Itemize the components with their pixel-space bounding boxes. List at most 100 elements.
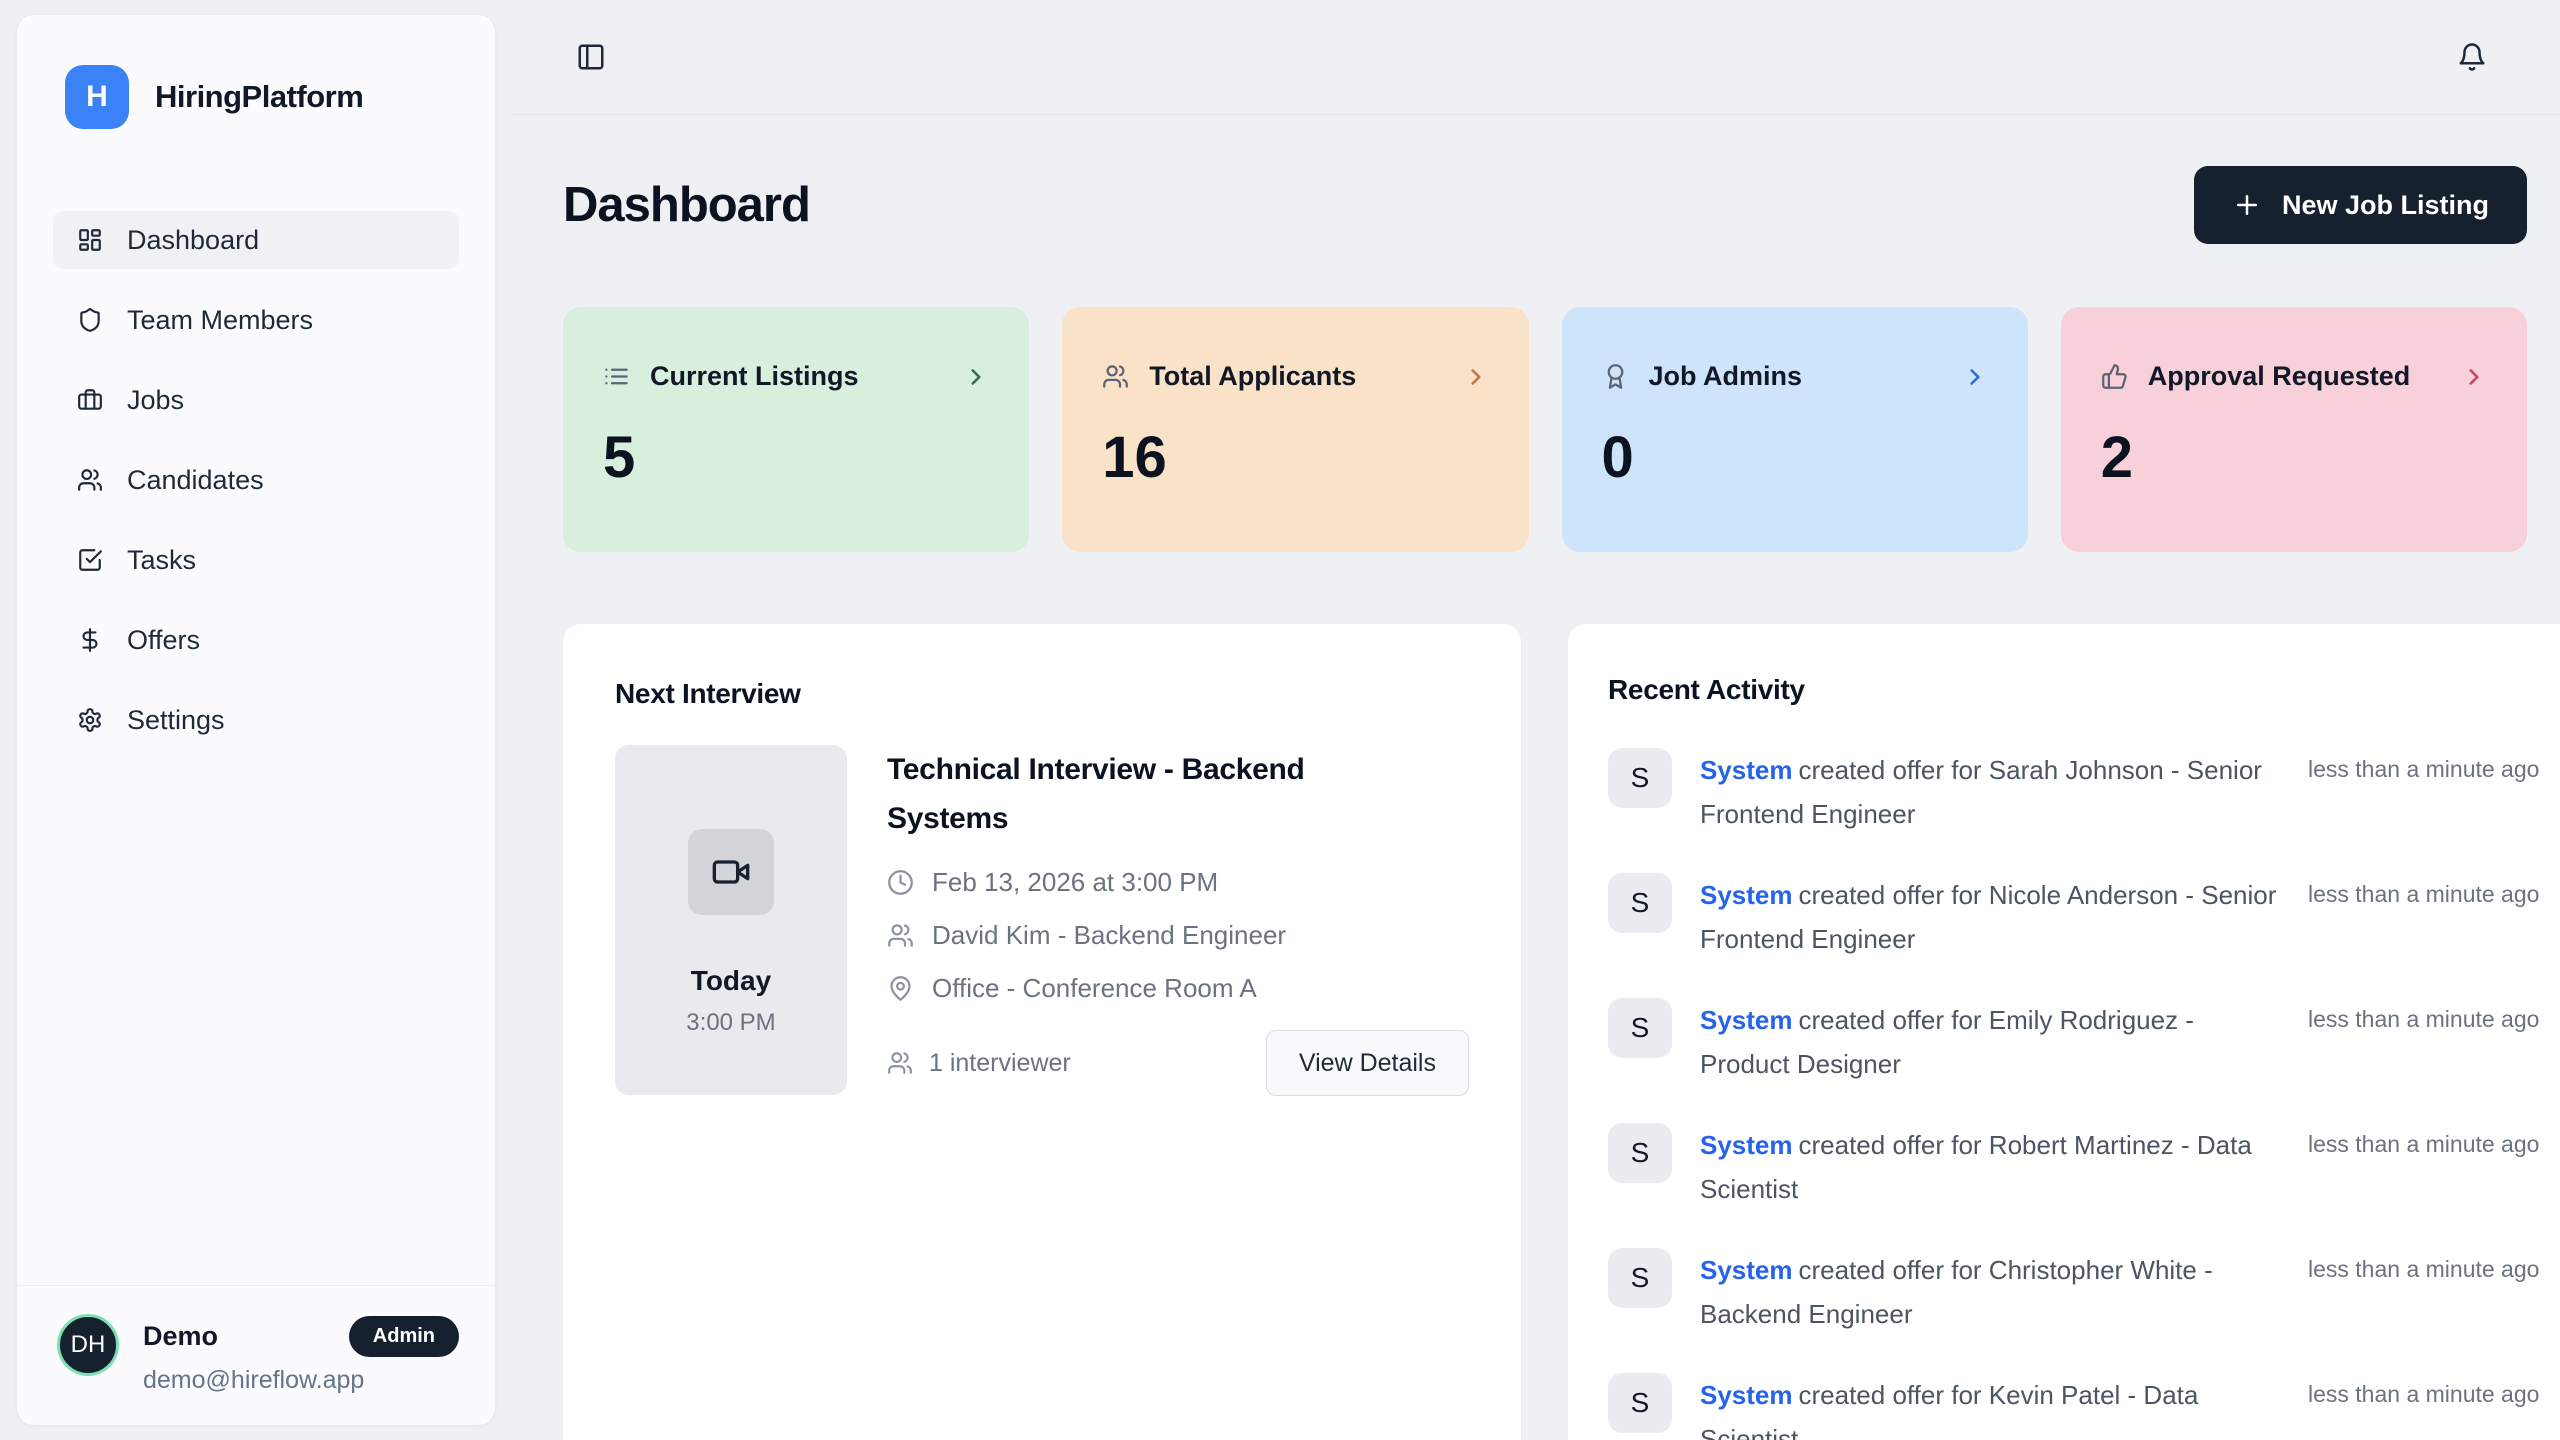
- activity-message: created offer for Kevin Patel - Data Sci…: [1700, 1380, 2199, 1440]
- activity-avatar: S: [1608, 748, 1672, 808]
- users-icon: [1102, 363, 1129, 390]
- sidebar-nav: Dashboard Team Members Jobs Candidates T…: [17, 211, 495, 771]
- interview-datetime-row: Feb 13, 2026 at 3:00 PM: [887, 867, 1469, 898]
- interview-day: Today: [690, 965, 772, 996]
- brand-logo-letter: H: [86, 80, 108, 113]
- activity-timestamp: less than a minute ago: [2308, 756, 2540, 782]
- activity-list: S System created offer for Sarah Johnson …: [1608, 748, 2539, 1440]
- activity-item: S System created offer for Christopher Wh…: [1608, 1248, 2539, 1336]
- interview-datetime: Feb 13, 2026 at 3:00 PM: [932, 867, 1219, 897]
- bell-icon[interactable]: [2457, 42, 2487, 72]
- sidebar-item-dashboard[interactable]: Dashboard: [53, 211, 459, 269]
- stat-card-current-listings[interactable]: Current Listings 5: [563, 307, 1030, 552]
- next-interview-title: Next Interview: [615, 678, 801, 709]
- user-name: Demo: [143, 1321, 219, 1351]
- interview-candidate: David Kim - Backend Engineer: [932, 920, 1287, 950]
- sidebar: H HiringPlatform Dashboard Team Members …: [16, 14, 496, 1426]
- users-icon: [887, 1050, 913, 1076]
- brand-logo: H: [65, 65, 129, 129]
- new-job-listing-button[interactable]: New Job Listing: [2193, 166, 2527, 244]
- activity-item: S System created offer for Nicole Anderso…: [1608, 873, 2539, 961]
- activity-avatar: S: [1608, 873, 1672, 933]
- recent-activity-panel: Recent Activity S System created offer fo…: [1568, 624, 2560, 1440]
- activity-item: S System created offer for Sarah Johnson …: [1608, 748, 2539, 836]
- user-info: Demo Admin demo@hireflow.app: [143, 1314, 459, 1395]
- sidebar-item-jobs[interactable]: Jobs: [53, 371, 459, 429]
- activity-avatar: S: [1608, 1373, 1672, 1433]
- sidebar-item-offers[interactable]: Offers: [53, 611, 459, 669]
- clock-icon: [887, 869, 914, 896]
- activity-timestamp: less than a minute ago: [2308, 1381, 2540, 1407]
- users-icon: [887, 922, 914, 949]
- activity-actor[interactable]: System: [1700, 1130, 1793, 1160]
- activity-item: S System created offer for Kevin Patel - …: [1608, 1373, 2539, 1440]
- sidebar-item-tasks[interactable]: Tasks: [53, 531, 459, 589]
- interview-candidate-row: David Kim - Backend Engineer: [887, 920, 1469, 951]
- interview-location: Office - Conference Room A: [932, 973, 1257, 1003]
- avatar-initials: DH: [70, 1331, 106, 1358]
- video-icon: [688, 829, 774, 915]
- stat-value: 5: [603, 425, 636, 490]
- page-header: Dashboard New Job Listing: [563, 165, 2527, 245]
- stat-card-job-admins[interactable]: Job Admins 0: [1561, 307, 2028, 552]
- stat-value: 2: [2100, 425, 2134, 490]
- stat-label: Approval Requested: [2147, 361, 2411, 391]
- map-pin-icon: [887, 975, 914, 1002]
- task-check-icon: [77, 547, 103, 573]
- activity-message: created offer for Nicole Anderson - Seni…: [1700, 880, 2277, 954]
- briefcase-icon: [77, 387, 103, 413]
- brand-name: HiringPlatform: [155, 79, 364, 114]
- stat-label: Total Applicants: [1149, 361, 1357, 391]
- activity-message: created offer for Sarah Johnson - Senior…: [1700, 755, 2262, 829]
- brand: H HiringPlatform: [17, 15, 495, 129]
- sidebar-item-label: Tasks: [127, 544, 197, 575]
- activity-actor[interactable]: System: [1700, 1380, 1793, 1410]
- stat-value: 16: [1102, 425, 1167, 490]
- activity-actor[interactable]: System: [1700, 880, 1793, 910]
- recent-activity-title: Recent Activity: [1608, 674, 1805, 705]
- activity-message: created offer for Emily Rodriguez - Prod…: [1700, 1005, 2194, 1079]
- list-icon: [603, 363, 630, 390]
- sidebar-item-label: Team Members: [127, 304, 314, 335]
- topbar: [512, 0, 2560, 115]
- user-email: demo@hireflow.app: [143, 1366, 365, 1394]
- content: Dashboard New Job Listing Current Listin…: [512, 115, 2560, 1440]
- sidebar-item-label: Jobs: [127, 384, 185, 415]
- activity-timestamp: less than a minute ago: [2308, 1006, 2540, 1032]
- sidebar-item-settings[interactable]: Settings: [53, 691, 459, 749]
- activity-actor[interactable]: System: [1700, 755, 1793, 785]
- interview-date-tile: Today 3:00 PM: [615, 745, 847, 1095]
- chevron-right-icon: [1962, 364, 1988, 390]
- new-job-listing-label: New Job Listing: [2281, 189, 2489, 220]
- shield-icon: [77, 307, 103, 333]
- activity-actor[interactable]: System: [1700, 1005, 1793, 1035]
- interviewer-count-label: 1 interviewer: [929, 1048, 1071, 1077]
- panels-row: Next Interview Today 3:00 PM Technical I…: [563, 624, 2560, 1440]
- sidebar-item-team-members[interactable]: Team Members: [53, 291, 459, 349]
- activity-timestamp: less than a minute ago: [2308, 1256, 2540, 1282]
- activity-avatar: S: [1608, 998, 1672, 1058]
- stat-card-total-applicants[interactable]: Total Applicants 16: [1062, 307, 1529, 552]
- main-area: Dashboard New Job Listing Current Listin…: [512, 0, 2560, 1440]
- users-icon: [77, 467, 103, 493]
- chevron-right-icon: [1463, 364, 1489, 390]
- stats-row: Current Listings 5 Total Applicants: [563, 307, 2527, 552]
- sidebar-item-candidates[interactable]: Candidates: [53, 451, 459, 509]
- sidebar-toggle-button[interactable]: [576, 42, 606, 72]
- plus-icon: [2232, 190, 2262, 220]
- activity-item: S System created offer for Robert Martine…: [1608, 1123, 2539, 1211]
- view-details-button[interactable]: View Details: [1265, 1030, 1469, 1096]
- activity-actor[interactable]: System: [1700, 1255, 1793, 1285]
- activity-timestamp: less than a minute ago: [2308, 1131, 2540, 1157]
- stat-label: Current Listings: [650, 361, 859, 391]
- interview-location-row: Office - Conference Room A: [887, 973, 1469, 1004]
- avatar[interactable]: DH: [57, 1314, 119, 1376]
- interviewer-count: 1 interviewer: [887, 1049, 1071, 1078]
- chevron-right-icon: [2461, 364, 2487, 390]
- sidebar-item-label: Settings: [127, 704, 225, 735]
- next-interview-panel: Next Interview Today 3:00 PM Technical I…: [563, 624, 1521, 1440]
- dashboard-icon: [77, 227, 103, 253]
- stat-card-approval-requested[interactable]: Approval Requested 2: [2060, 307, 2527, 552]
- sidebar-item-label: Candidates: [127, 464, 264, 495]
- sidebar-item-label: Offers: [127, 624, 201, 655]
